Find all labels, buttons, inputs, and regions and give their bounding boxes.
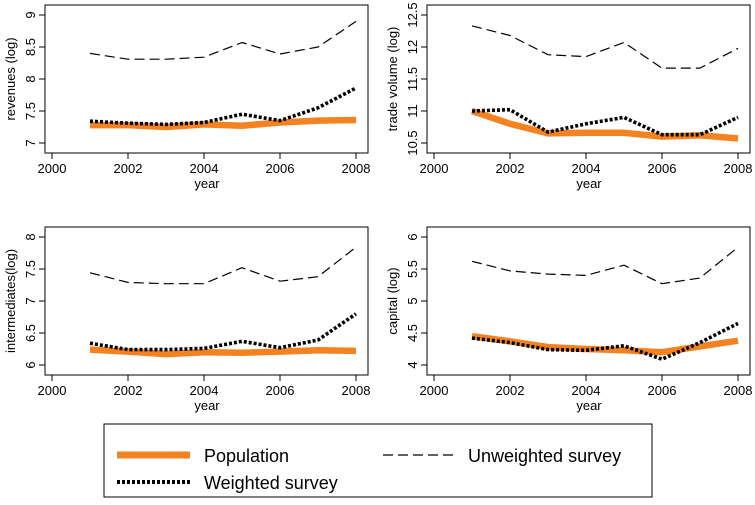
- plot-frame: [44, 4, 369, 154]
- y-tick-label: 11.5: [405, 67, 420, 91]
- series-line-unweighted: [89, 246, 357, 285]
- chart-panel-2: 2000 2002 2004 2006 2008 year 10.5 11 11.5 12 12.5…: [385, 2, 752, 191]
- y-tick-label: 6.5: [23, 324, 38, 342]
- x-tick-label: 2008: [724, 383, 753, 398]
- y-axis-label: trade volume (log): [385, 27, 400, 132]
- y-tick-label: 4.5: [405, 324, 420, 342]
- y-tick-label: 7: [23, 139, 38, 146]
- y-axis-label: revenues (log): [3, 37, 18, 120]
- x-tick-label: 2008: [342, 383, 371, 398]
- series-line-unweighted: [471, 246, 739, 285]
- y-tick-label: 4: [405, 361, 420, 368]
- y-axis-label: intermediates(log): [3, 249, 18, 353]
- y-tick-label: 10.5: [405, 130, 420, 155]
- x-tick-label: 2006: [648, 161, 677, 176]
- series-line-weighted: [89, 312, 358, 352]
- x-tick-label: 2000: [420, 383, 449, 398]
- y-tick-label: 7.5: [23, 260, 38, 278]
- x-tick-label: 2004: [190, 161, 219, 176]
- chart-panel-1: 2000 2002 2004 2006 2008 year 7 7.5 8 8.5 9 revenue…: [3, 4, 371, 191]
- y-tick-label: 8: [23, 233, 38, 240]
- x-tick-label: 2006: [266, 383, 295, 398]
- x-axis-label: year: [576, 398, 602, 413]
- x-tick-label: 2000: [38, 161, 67, 176]
- x-tick-label: 2006: [648, 383, 677, 398]
- legend-label-population: Population: [204, 446, 289, 466]
- series-line-population: [90, 116, 357, 131]
- y-tick-label: 12: [405, 40, 420, 54]
- x-axis-label: year: [576, 176, 602, 191]
- legend-label-weighted: Weighted survey: [204, 473, 338, 493]
- series-line-population: [89, 346, 357, 358]
- x-tick-label: 2004: [572, 383, 601, 398]
- y-tick-label: 12.5: [405, 2, 420, 27]
- y-tick-label: 6: [23, 361, 38, 368]
- y-tick-label: 11: [405, 104, 420, 118]
- series-line-unweighted: [89, 20, 357, 60]
- x-tick-label: 2004: [190, 383, 219, 398]
- y-tick-label: 7: [23, 297, 38, 304]
- x-tick-label: 2000: [420, 161, 449, 176]
- x-tick-label: 2000: [38, 383, 67, 398]
- x-tick-label: 2002: [496, 161, 525, 176]
- series-line-population: [471, 332, 739, 356]
- y-tick-label: 5: [405, 297, 420, 304]
- x-tick-label: 2002: [496, 383, 525, 398]
- y-tick-label: 5.5: [405, 260, 420, 278]
- series-line-unweighted: [471, 25, 739, 69]
- x-tick-label: 2002: [114, 383, 143, 398]
- x-tick-label: 2002: [114, 161, 143, 176]
- x-tick-label: 2004: [572, 161, 601, 176]
- y-tick-label: 8.5: [23, 38, 38, 56]
- chart-panel-3: 2000 2002 2004 2006 2008 year 6 6.5 7 7.5 8 interme…: [3, 226, 371, 413]
- x-axis-label: year: [194, 176, 220, 191]
- x-tick-label: 2008: [342, 161, 371, 176]
- chart-panel-4: 2000 2002 2004 2006 2008 year 4 4.5 5 5.5 6 capital…: [385, 226, 753, 413]
- series-line-weighted: [471, 107, 739, 137]
- y-tick-label: 8: [23, 75, 38, 82]
- legend: Population Unweighted survey Weighted su…: [103, 423, 653, 498]
- chart-panels: 2000 2002 2004 2006 2008 year 7 7.5 8 8.5 9 revenue…: [3, 2, 752, 413]
- x-tick-label: 2006: [266, 161, 295, 176]
- plot-frame: [426, 226, 751, 376]
- y-tick-label: 6: [405, 233, 420, 240]
- y-tick-label: 9: [23, 11, 38, 18]
- y-tick-label: 7.5: [23, 102, 38, 120]
- x-axis-label: year: [194, 398, 220, 413]
- y-axis-label: capital (log): [385, 267, 400, 334]
- legend-box: [103, 423, 653, 498]
- legend-label-unweighted: Unweighted survey: [468, 446, 621, 466]
- x-tick-label: 2008: [724, 161, 753, 176]
